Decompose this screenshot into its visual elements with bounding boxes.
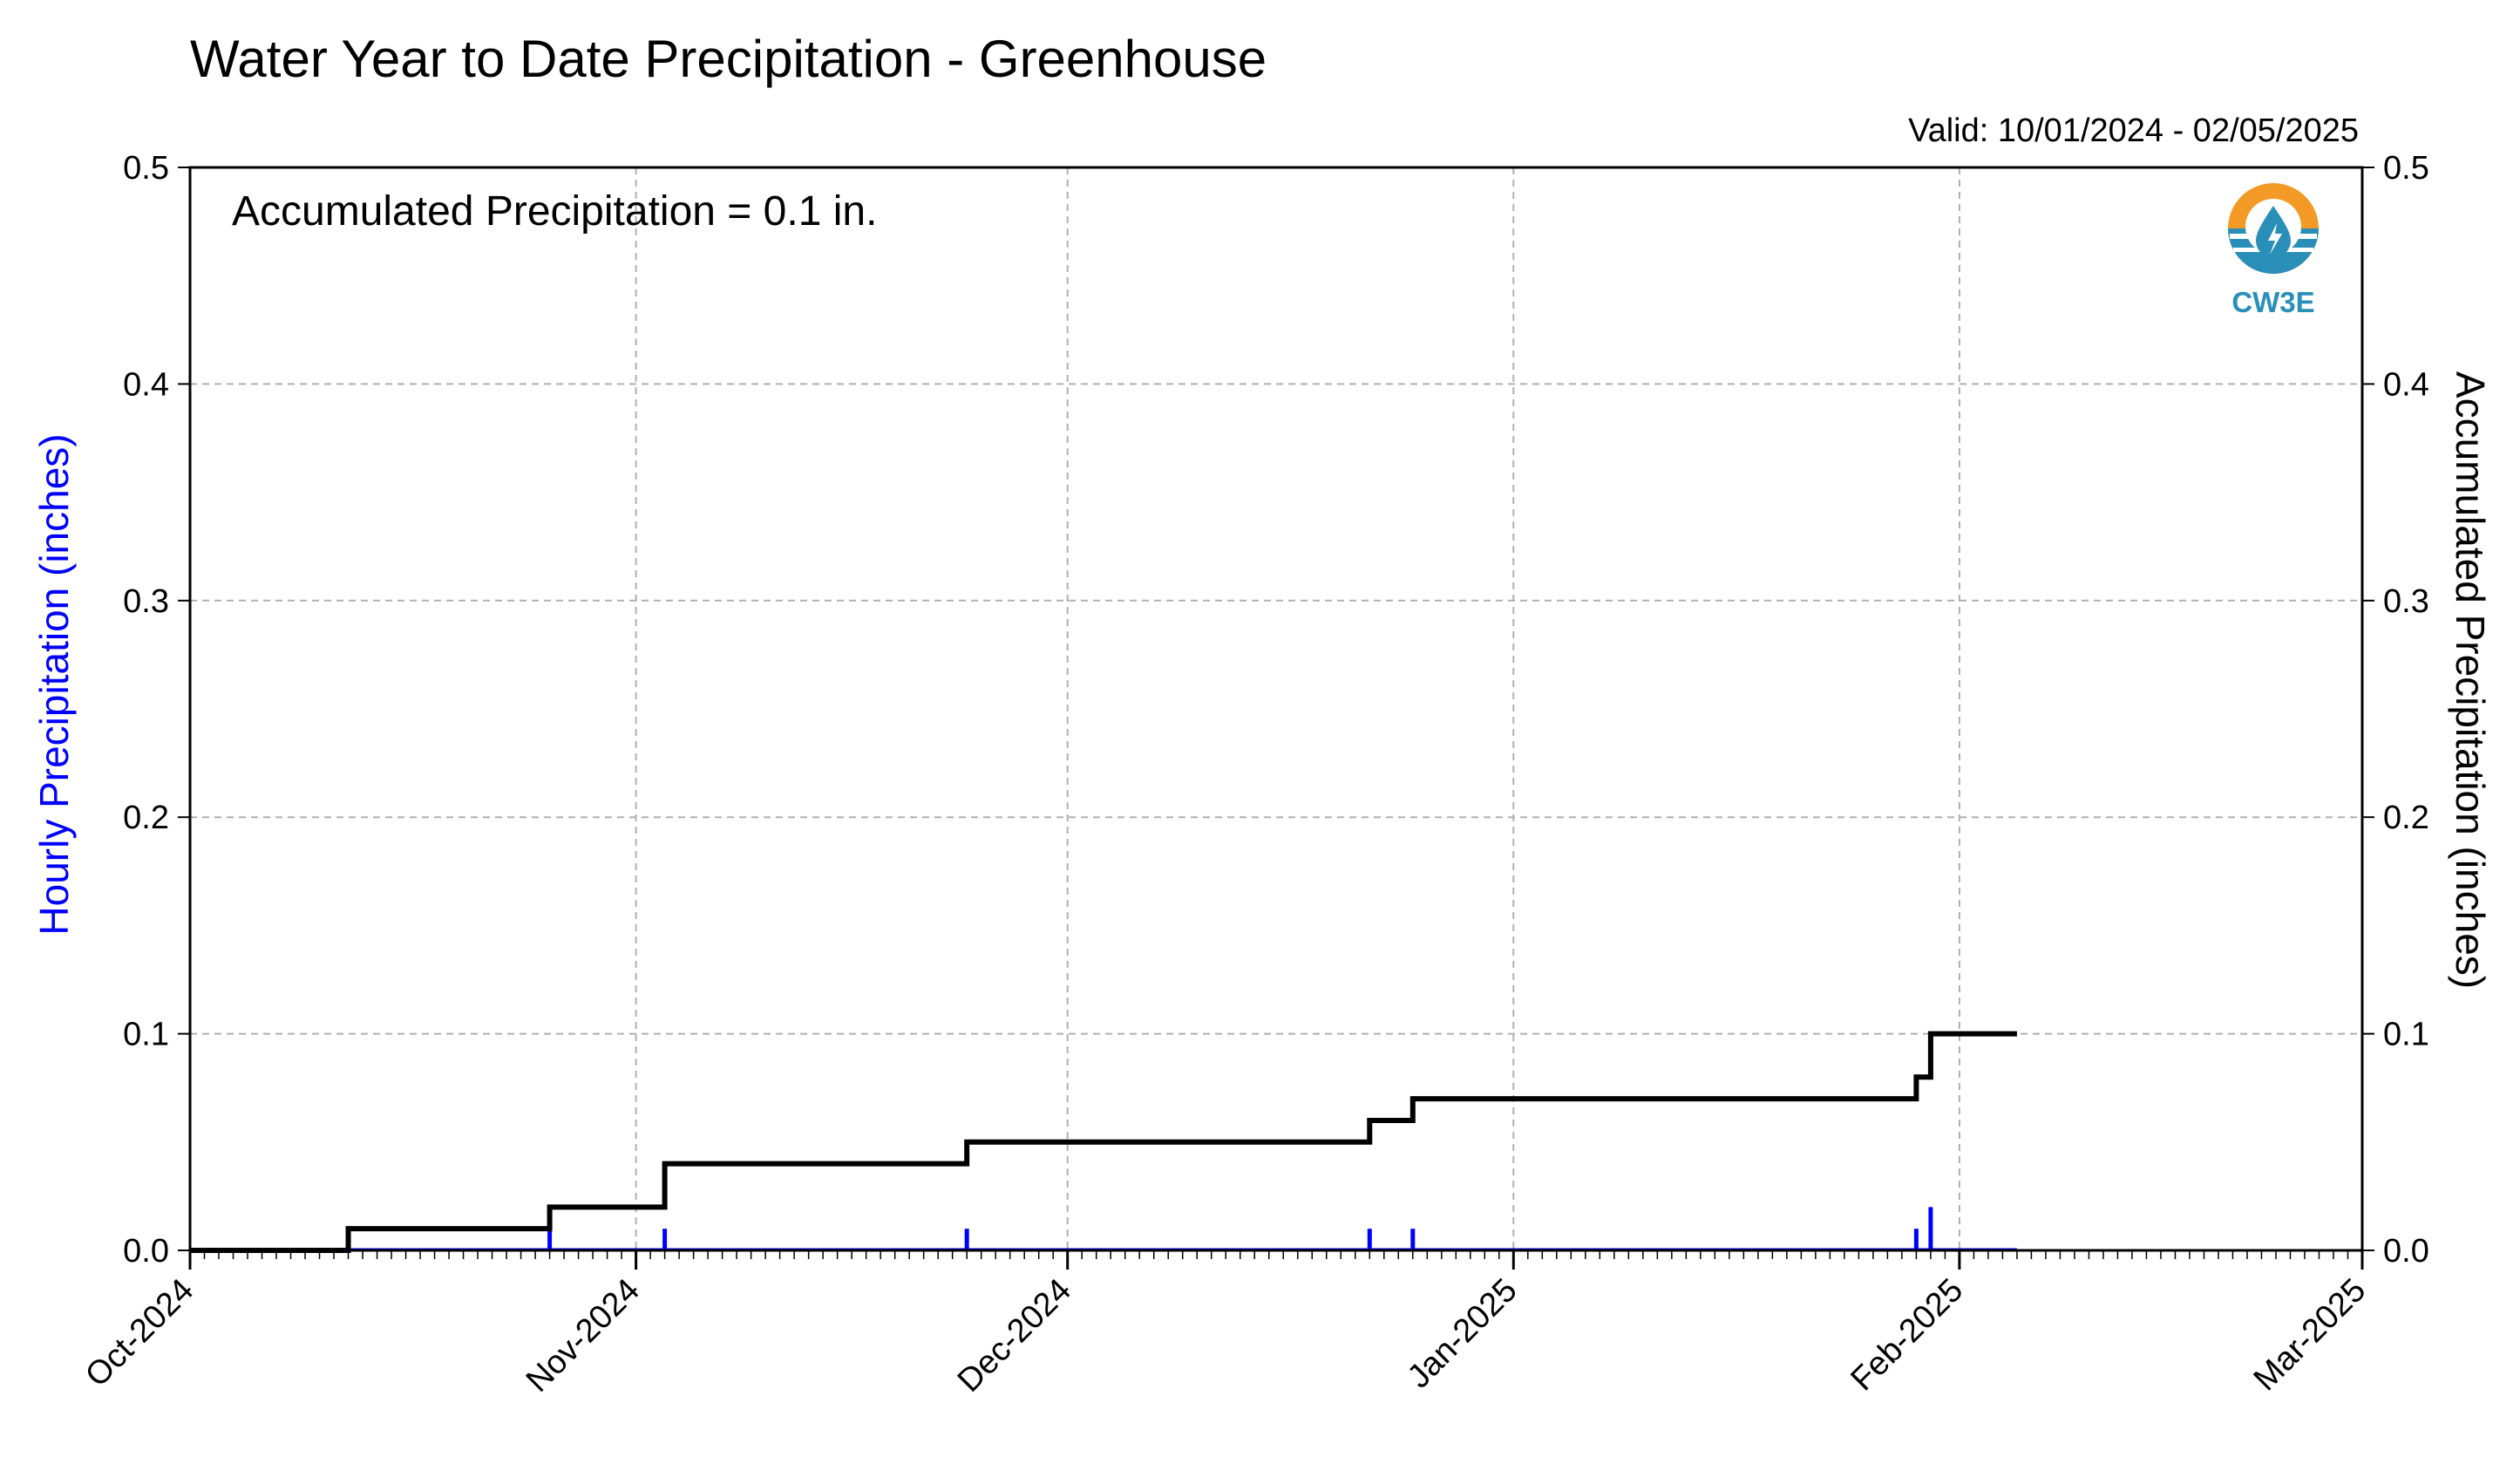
valid-date-range: Valid: 10/01/2024 - 02/05/2025 [1908, 112, 2359, 149]
x-tick-label: Mar-2025 [2247, 1272, 2374, 1399]
cw3e-logo-icon: CW3E [2228, 183, 2319, 318]
y-right-tick-label: 0.0 [2383, 1233, 2429, 1270]
y-axis-left-label: Hourly Precipitation (inches) [31, 433, 77, 935]
y-right-tick-label: 0.1 [2383, 1017, 2429, 1053]
y-right-tick-label: 0.4 [2383, 366, 2429, 403]
accumulated-precipitation-series [190, 1031, 2017, 1253]
axes [178, 166, 2374, 1270]
y-right-tick-label: 0.2 [2383, 800, 2429, 836]
annotation-accumulated-total: Accumulated Precipitation = 0.1 in. [232, 188, 877, 235]
y-left-tick-label: 0.5 [123, 150, 169, 187]
y-left-tick-label: 0.1 [123, 1017, 169, 1053]
x-tick-label: Oct-2024 [78, 1272, 200, 1394]
plot-frame [188, 166, 2364, 1252]
tick-labels: 0.0 0.1 0.2 0.3 0.4 0.5 0.0 0.1 0.2 0.3 0.4 0.5 Oct-… [78, 150, 2429, 1399]
y-right-tick-label: 0.3 [2383, 583, 2429, 620]
x-tick-label: Feb-2025 [1844, 1272, 1971, 1399]
y-left-tick-label: 0.2 [123, 800, 169, 836]
grid-lines [190, 167, 2362, 1250]
logo-text: CW3E [2231, 286, 2314, 318]
x-tick-label: Dec-2024 [951, 1272, 1078, 1399]
chart-title: Water Year to Date Precipitation - Green… [190, 30, 1267, 88]
x-tick-label: Jan-2025 [1401, 1272, 1525, 1396]
hourly-precipitation-series [348, 1207, 2017, 1251]
y-left-tick-label: 0.3 [123, 583, 169, 620]
x-tick-label: Nov-2024 [520, 1272, 647, 1399]
y-right-tick-label: 0.5 [2383, 150, 2429, 187]
y-left-tick-label: 0.4 [123, 366, 169, 403]
y-axis-right-label: Accumulated Precipitation (inches) [2448, 371, 2493, 989]
y-left-tick-label: 0.0 [123, 1233, 169, 1270]
accumulated-step-line [190, 1031, 2017, 1253]
